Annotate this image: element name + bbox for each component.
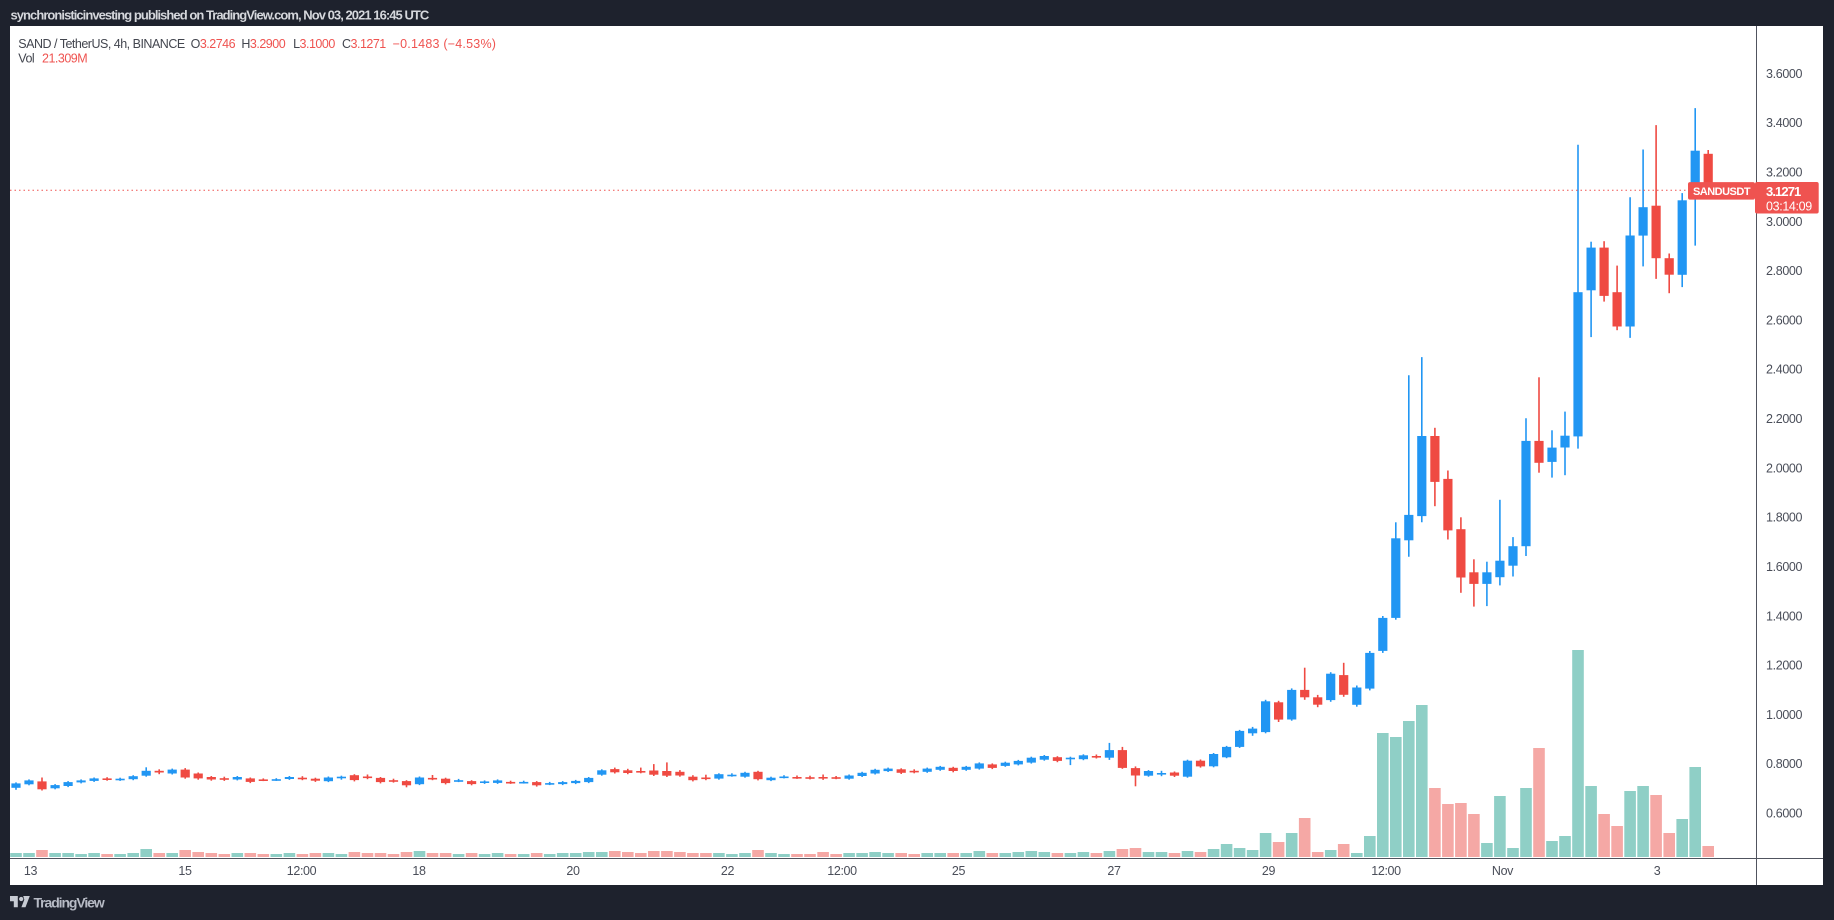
svg-text:1.6000: 1.6000 bbox=[1766, 560, 1803, 574]
svg-text:15: 15 bbox=[178, 864, 192, 878]
svg-text:03:14:09: 03:14:09 bbox=[1766, 199, 1812, 213]
svg-text:20: 20 bbox=[566, 864, 580, 878]
svg-text:2.2000: 2.2000 bbox=[1766, 412, 1803, 426]
svg-text:0.6000: 0.6000 bbox=[1766, 807, 1803, 821]
svg-text:0.8000: 0.8000 bbox=[1766, 757, 1803, 771]
svg-text:1.2000: 1.2000 bbox=[1766, 659, 1803, 673]
svg-text:22: 22 bbox=[721, 864, 735, 878]
svg-text:21.309M: 21.309M bbox=[42, 51, 87, 65]
svg-text:27: 27 bbox=[1107, 864, 1121, 878]
svg-text:12:00: 12:00 bbox=[287, 864, 317, 878]
svg-text:TradingView: TradingView bbox=[34, 895, 105, 911]
svg-text:Vol: Vol bbox=[18, 51, 34, 65]
svg-text:3.1271: 3.1271 bbox=[1766, 184, 1801, 199]
svg-text:3: 3 bbox=[1654, 864, 1661, 878]
svg-text:1.4000: 1.4000 bbox=[1766, 609, 1803, 623]
svg-text:29: 29 bbox=[1262, 864, 1276, 878]
svg-text:2.8000: 2.8000 bbox=[1766, 264, 1803, 278]
svg-text:2.6000: 2.6000 bbox=[1766, 313, 1803, 327]
svg-text:3.2000: 3.2000 bbox=[1766, 166, 1803, 180]
svg-text:Nov: Nov bbox=[1492, 864, 1514, 878]
svg-text:synchronisticinvesting publish: synchronisticinvesting published on Trad… bbox=[11, 7, 430, 22]
svg-text:3.0000: 3.0000 bbox=[1766, 215, 1803, 229]
svg-text:2.0000: 2.0000 bbox=[1766, 461, 1803, 475]
svg-text:18: 18 bbox=[412, 864, 426, 878]
svg-text:12:00: 12:00 bbox=[827, 864, 857, 878]
svg-text:3.6000: 3.6000 bbox=[1766, 67, 1803, 81]
svg-text:3.4000: 3.4000 bbox=[1766, 116, 1803, 130]
svg-text:1.0000: 1.0000 bbox=[1766, 708, 1803, 722]
svg-text:12:00: 12:00 bbox=[1371, 864, 1401, 878]
svg-text:13: 13 bbox=[24, 864, 38, 878]
svg-text:SAND / TetherUS, 4h, BINANCE: SAND / TetherUS, 4h, BINANCE bbox=[18, 37, 185, 51]
svg-text:1.8000: 1.8000 bbox=[1766, 511, 1803, 525]
svg-text:25: 25 bbox=[952, 864, 966, 878]
svg-text:2.4000: 2.4000 bbox=[1766, 363, 1803, 377]
svg-text:SANDUSDT: SANDUSDT bbox=[1693, 186, 1751, 198]
